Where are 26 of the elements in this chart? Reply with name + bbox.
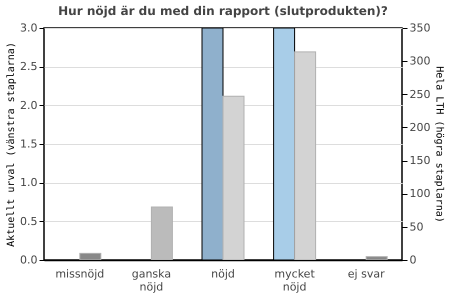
y2-tick-label: 300 [410, 54, 430, 68]
bar [150, 206, 173, 260]
bar [79, 252, 102, 260]
x-tick-label: ganska nöjd [132, 268, 172, 294]
x-tick-label: nöjd [211, 268, 235, 280]
y-tick-label: 1.5 [20, 138, 38, 150]
y2-tick-label: 250 [410, 88, 430, 101]
y-tick-label: 0.0 [20, 254, 38, 266]
y2-tick-label: 50 [410, 220, 424, 234]
y2-tick-label: 0 [410, 254, 416, 266]
y2-axis-title: Hela LTH (högra staplarna) [433, 66, 444, 223]
y2-tick-label: 150 [410, 154, 430, 168]
y-tick-label: 0.5 [20, 214, 38, 228]
x-tick-label: mycket nöjd [274, 268, 316, 294]
x-tick-label: ej svar [348, 268, 386, 280]
y-tick-label: 3.0 [20, 22, 38, 34]
chart-title: Hur nöjd är du med din rapport (slutprodukten)? [58, 4, 388, 18]
y2-tick-label: 350 [410, 22, 430, 34]
y-tick-label: 1.0 [20, 176, 38, 190]
y-tick-label: 2.0 [20, 98, 38, 112]
y-tick-label: 2.5 [20, 60, 38, 74]
x-tick-label: missnöjd [55, 268, 104, 280]
bar [366, 256, 388, 260]
y2-tick-label: 100 [410, 187, 430, 200]
y-axis-title: Aktuellt urval (vänstra staplarna) [6, 42, 18, 247]
y2-tick-label: 200 [410, 120, 430, 134]
